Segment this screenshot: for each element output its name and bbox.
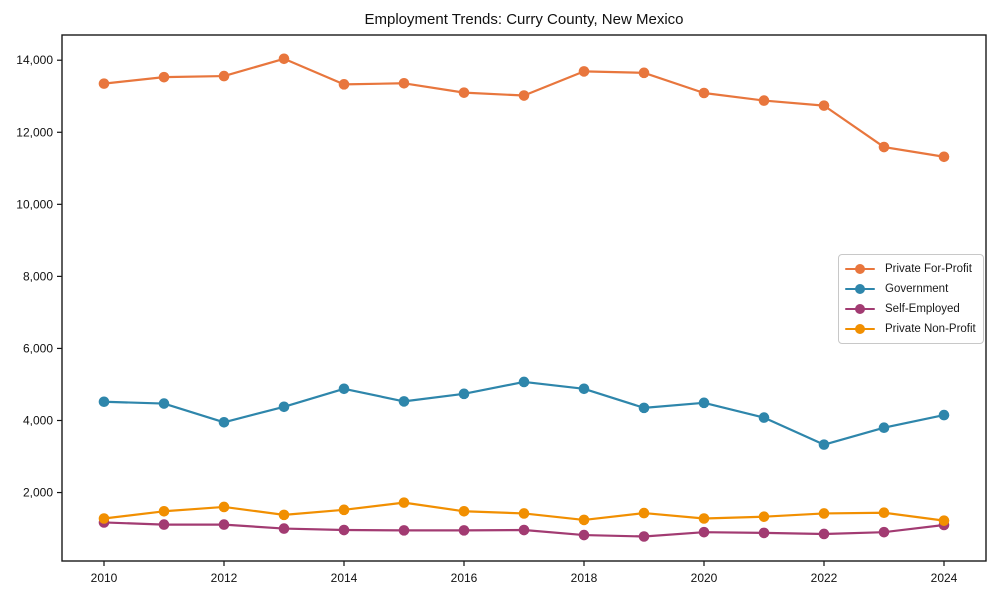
y-tick-label: 14,000 [16,53,53,67]
data-point-marker [878,422,890,433]
data-point-marker [758,95,770,106]
data-point-marker [578,514,590,526]
data-point-marker [758,527,770,539]
data-point-marker [878,526,890,538]
data-point-marker [638,507,650,519]
data-point-marker [698,397,710,409]
y-tick-label: 12,000 [16,125,53,139]
data-point-marker [518,524,530,536]
data-point-marker [578,529,590,541]
legend-line-marker-icon [845,303,875,314]
data-point-marker [338,524,350,536]
x-tick-label: 2016 [451,571,478,585]
chart-title: Employment Trends: Curry County, New Mex… [364,11,684,28]
data-point-marker [338,383,350,395]
data-point-marker [518,90,530,101]
legend-line-marker-icon [845,263,875,274]
data-point-marker [458,388,470,400]
data-point-marker [158,505,170,517]
axes-frame [61,34,987,562]
y-tick-label: 6,000 [23,341,53,355]
legend-dot-icon [855,303,865,314]
legend-label: Government [885,283,949,295]
data-point-marker [98,513,110,524]
data-point-marker [818,439,830,450]
data-point-marker [398,497,410,508]
data-point-marker [218,416,230,428]
x-tick-label: 2012 [211,571,238,585]
legend-item-government: Government [845,279,975,299]
data-point-marker [938,409,950,421]
legend-label: Self-Employed [885,303,960,315]
y-tick-label: 10,000 [16,197,53,211]
data-point-marker [398,396,410,407]
data-point-marker [218,501,230,513]
data-point-marker [338,79,350,90]
legend-item-self-employed: Self-Employed [845,299,975,319]
data-point-marker [518,508,530,519]
legend-line-marker-icon [845,323,875,334]
legend-label: Private For-Profit [885,263,972,275]
legend-label: Private Non-Profit [885,323,976,335]
data-point-marker [98,396,110,408]
x-tick-label: 2024 [931,571,958,585]
legend-item-private-for-profit: Private For-Profit [845,259,975,279]
data-point-marker [278,53,290,65]
data-point-marker [398,77,410,89]
data-point-marker [458,87,470,98]
data-point-marker [338,504,350,516]
data-point-marker [278,509,290,521]
data-point-marker [698,526,710,538]
data-point-marker [878,141,890,153]
x-tick-label: 2010 [91,571,118,585]
y-tick-label: 2,000 [23,486,53,500]
data-point-marker [758,511,770,522]
data-point-marker [218,519,230,530]
y-tick-label: 8,000 [23,269,53,283]
data-point-marker [818,508,830,519]
data-point-marker [578,383,590,395]
data-point-marker [98,78,110,89]
legend: Private For-Profit Government Self-Emplo… [838,254,984,344]
data-point-marker [458,505,470,517]
data-point-marker [518,376,530,388]
data-point-marker [638,67,650,79]
data-point-marker [938,151,950,163]
data-point-marker [158,398,170,409]
series-line [103,380,945,446]
data-point-marker [638,402,650,414]
y-tick-label: 4,000 [23,413,53,427]
legend-dot-icon [855,323,865,334]
data-point-marker [818,100,830,111]
data-point-marker [698,513,710,524]
data-point-marker [278,401,290,413]
series-line [103,57,945,158]
data-point-marker [158,71,170,83]
x-tick-label: 2022 [811,571,838,585]
x-tick-label: 2018 [571,571,598,585]
x-tick-label: 2020 [691,571,718,585]
data-point-marker [638,531,650,542]
legend-dot-icon [855,283,865,294]
data-point-marker [158,519,170,530]
data-point-marker [398,525,410,536]
data-point-marker [458,525,470,536]
data-point-marker [218,70,230,82]
legend-line-marker-icon [845,283,875,294]
data-point-marker [578,66,590,77]
data-point-marker [278,523,290,534]
x-tick-label: 2014 [331,571,358,585]
data-point-marker [878,507,890,519]
data-point-marker [698,87,710,99]
data-point-marker [818,528,830,540]
data-point-marker [938,515,950,526]
legend-item-private-non-profit: Private Non-Profit [845,319,976,339]
legend-dot-icon [855,263,865,274]
data-point-marker [758,412,770,423]
